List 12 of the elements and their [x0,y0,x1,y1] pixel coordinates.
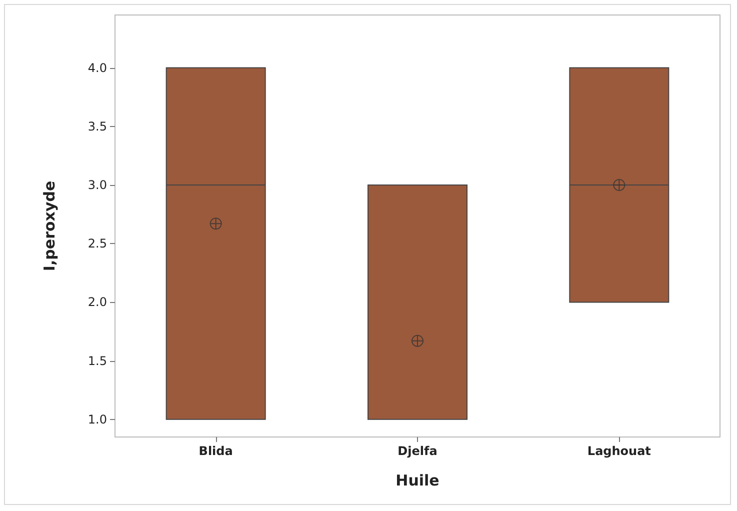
x-tick-label: Blida [198,444,233,458]
y-tick-label: 3.5 [88,119,107,134]
y-tick-label: 1.5 [88,354,107,368]
y-tick-label: 2.5 [88,236,107,251]
y-axis-title: I,peroxyde [40,180,58,272]
y-tick-label: 2.0 [88,295,107,310]
x-axis-title: Huile [396,472,440,490]
x-tick-label: Djelfa [398,444,438,458]
y-tick-label: 1.0 [88,412,107,426]
y-tick-label: 3.0 [88,178,107,192]
x-tick-label: Laghouat [587,444,652,458]
y-tick-label: 4.0 [88,60,107,75]
